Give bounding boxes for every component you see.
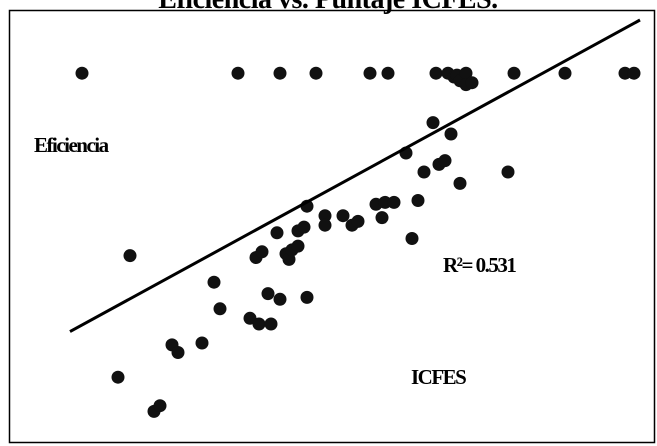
data-point [75,66,89,80]
data-point [231,66,245,80]
data-point [207,275,221,289]
data-point [309,66,323,80]
data-point [459,66,473,80]
data-point [381,66,395,80]
data-point [429,66,443,80]
data-point [438,154,452,168]
data-point [351,214,365,228]
data-point [411,194,425,207]
data-point [558,66,572,80]
data-point [627,66,641,80]
data-point [318,218,332,232]
data-point [153,399,167,413]
data-point [387,195,401,209]
data-point [405,232,419,245]
data-point [375,211,389,225]
data-point [363,66,377,80]
data-point [336,209,350,223]
y-annotation-label: Eficiencia [34,133,110,157]
data-point [453,176,467,190]
data-point [111,370,125,384]
data-point [213,302,227,316]
data-point [270,226,284,240]
data-point [300,290,314,304]
data-point [252,317,266,331]
data-point [264,317,278,331]
data-point [507,66,521,80]
data-point [318,209,332,223]
data-point [123,249,137,263]
data-point [291,239,305,253]
data-point [501,165,515,179]
chart-title: Eficiencia vs. Puntaje ICFES. [158,0,497,15]
plot-frame [8,9,656,444]
data-point [426,116,440,130]
data-points [75,66,641,418]
data-point [618,66,632,80]
data-point [273,292,287,306]
data-point [378,195,392,209]
data-point [273,66,287,80]
data-point [297,220,311,234]
data-point [417,165,431,179]
data-point [171,346,185,359]
trendline [69,18,641,333]
data-point [444,127,458,141]
data-point [465,76,479,90]
data-point [255,245,269,259]
data-point [261,287,275,301]
r-squared-label: R²= 0.531 [443,253,516,277]
x-annotation-label: ICFES [411,365,466,389]
data-point [195,336,209,350]
